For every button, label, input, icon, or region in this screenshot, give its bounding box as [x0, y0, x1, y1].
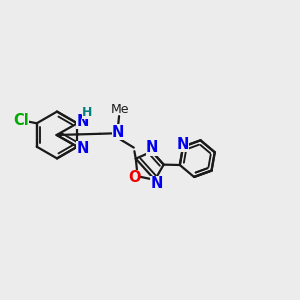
Text: H: H [82, 106, 92, 119]
Text: N: N [176, 137, 189, 152]
Text: Cl: Cl [13, 113, 29, 128]
Text: N: N [112, 124, 124, 140]
Text: N: N [76, 114, 88, 129]
Text: O: O [128, 170, 140, 185]
Text: N: N [151, 176, 163, 191]
Text: N: N [146, 140, 158, 155]
Text: N: N [76, 141, 88, 156]
Text: Me: Me [110, 103, 129, 116]
